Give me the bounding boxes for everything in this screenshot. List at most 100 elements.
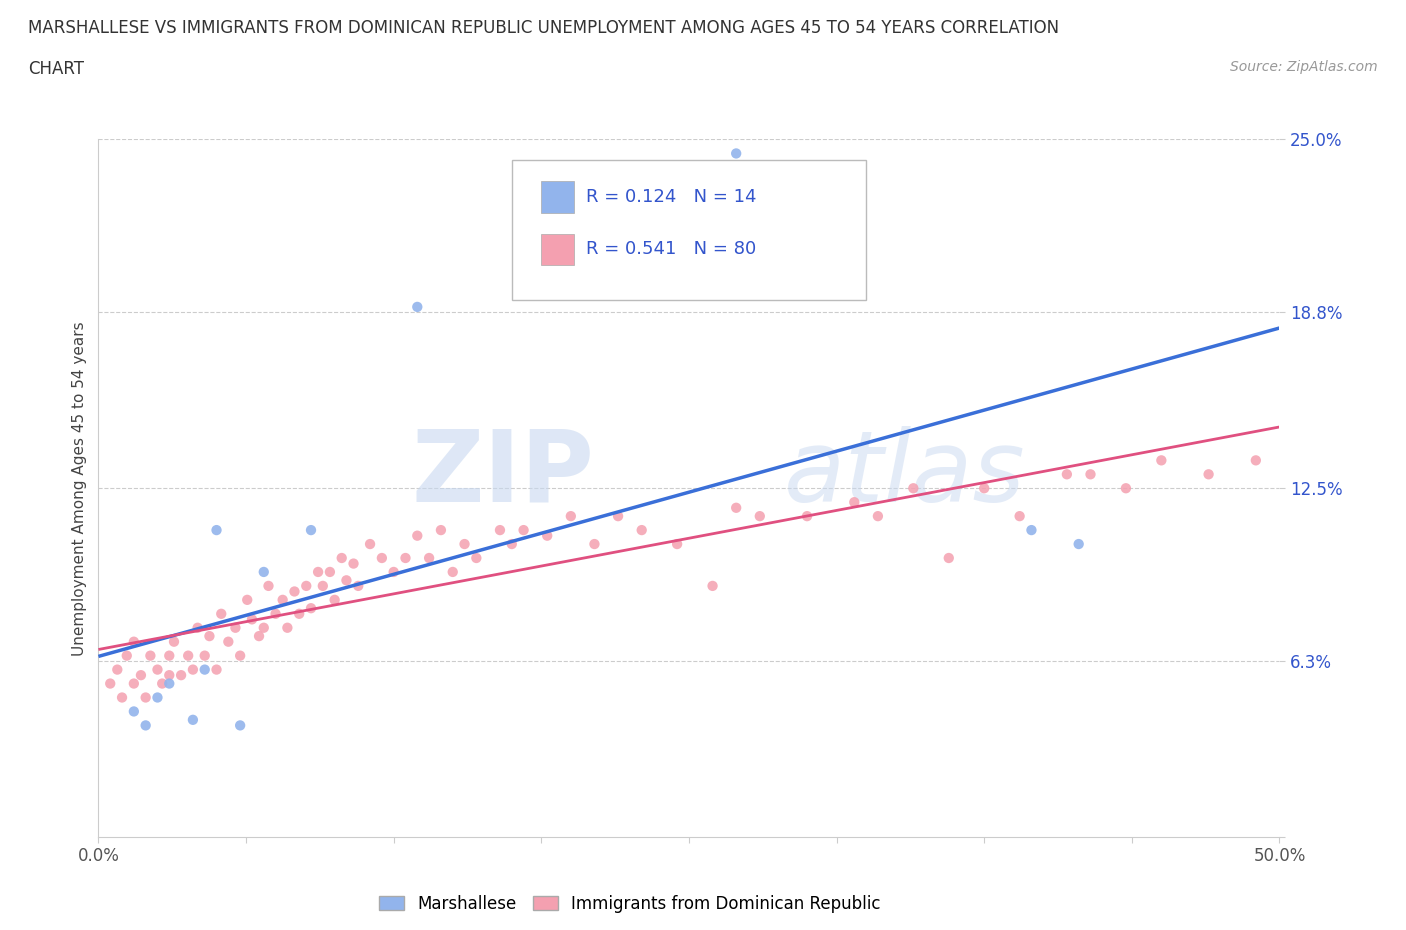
Point — [122, 676, 145, 691]
Point — [264, 606, 287, 621]
Point — [536, 528, 558, 543]
Point — [1056, 467, 1078, 482]
Text: atlas: atlas — [783, 426, 1025, 523]
Point — [312, 578, 335, 593]
Point — [453, 537, 475, 551]
Point — [194, 662, 217, 677]
Point — [139, 648, 162, 663]
Point — [217, 634, 239, 649]
Point — [382, 565, 405, 579]
Point — [115, 648, 138, 663]
Point — [342, 556, 364, 571]
Point — [194, 648, 217, 663]
Point — [271, 592, 294, 607]
Point — [630, 523, 652, 538]
Point — [1198, 467, 1220, 482]
Legend: Marshallese, Immigrants from Dominican Republic: Marshallese, Immigrants from Dominican R… — [373, 888, 887, 920]
Point — [187, 620, 209, 635]
Point — [295, 578, 318, 593]
Point — [209, 606, 232, 621]
Point — [359, 537, 381, 551]
Point — [146, 690, 169, 705]
Point — [146, 662, 169, 677]
Point — [418, 551, 440, 565]
Point — [323, 592, 346, 607]
Point — [1080, 467, 1102, 482]
Point — [394, 551, 416, 565]
Point — [441, 565, 464, 579]
Point — [135, 690, 157, 705]
Text: Source: ZipAtlas.com: Source: ZipAtlas.com — [1230, 60, 1378, 74]
Point — [229, 718, 252, 733]
Point — [129, 668, 152, 683]
Point — [299, 523, 322, 538]
Point — [725, 500, 748, 515]
Point — [157, 648, 180, 663]
Point — [1115, 481, 1137, 496]
Point — [247, 629, 270, 644]
Point — [236, 592, 259, 607]
FancyBboxPatch shape — [541, 233, 575, 265]
Point — [205, 523, 228, 538]
Point — [205, 662, 228, 677]
Point — [560, 509, 582, 524]
Point — [973, 481, 995, 496]
Point — [796, 509, 818, 524]
Point — [257, 578, 280, 593]
Point — [1067, 537, 1090, 551]
Point — [224, 620, 246, 635]
Point — [1150, 453, 1173, 468]
Point — [702, 578, 724, 593]
Point — [98, 676, 121, 691]
Point — [938, 551, 960, 565]
Point — [501, 537, 523, 551]
Point — [583, 537, 606, 551]
Point — [240, 612, 263, 627]
Point — [666, 537, 689, 551]
Point — [253, 620, 276, 635]
Point — [1244, 453, 1267, 468]
Point — [330, 551, 353, 565]
Point — [111, 690, 134, 705]
Point — [157, 668, 180, 683]
Point — [465, 551, 488, 565]
Text: ZIP: ZIP — [412, 426, 595, 523]
Point — [229, 648, 252, 663]
Point — [319, 565, 342, 579]
Point — [181, 662, 204, 677]
Point — [512, 523, 534, 538]
Y-axis label: Unemployment Among Ages 45 to 54 years: Unemployment Among Ages 45 to 54 years — [72, 321, 87, 656]
Point — [150, 676, 173, 691]
Point — [170, 668, 193, 683]
FancyBboxPatch shape — [512, 161, 866, 300]
Point — [1021, 523, 1043, 538]
Point — [253, 565, 276, 579]
Point — [430, 523, 453, 538]
Point — [283, 584, 305, 599]
Point — [903, 481, 925, 496]
Text: CHART: CHART — [28, 60, 84, 78]
Point — [607, 509, 630, 524]
Point — [105, 662, 128, 677]
Point — [371, 551, 394, 565]
Point — [198, 629, 221, 644]
Point — [122, 704, 145, 719]
Point — [122, 634, 145, 649]
Point — [335, 573, 357, 588]
Point — [406, 299, 429, 314]
Point — [288, 606, 311, 621]
Point — [406, 528, 429, 543]
Point — [489, 523, 512, 538]
FancyBboxPatch shape — [541, 181, 575, 213]
Point — [748, 509, 770, 524]
Point — [177, 648, 200, 663]
Text: R = 0.124   N = 14: R = 0.124 N = 14 — [586, 188, 756, 206]
Point — [157, 676, 180, 691]
Point — [1008, 509, 1031, 524]
Point — [276, 620, 298, 635]
Point — [866, 509, 889, 524]
Point — [725, 146, 748, 161]
Point — [347, 578, 370, 593]
Point — [135, 718, 157, 733]
Point — [181, 712, 204, 727]
